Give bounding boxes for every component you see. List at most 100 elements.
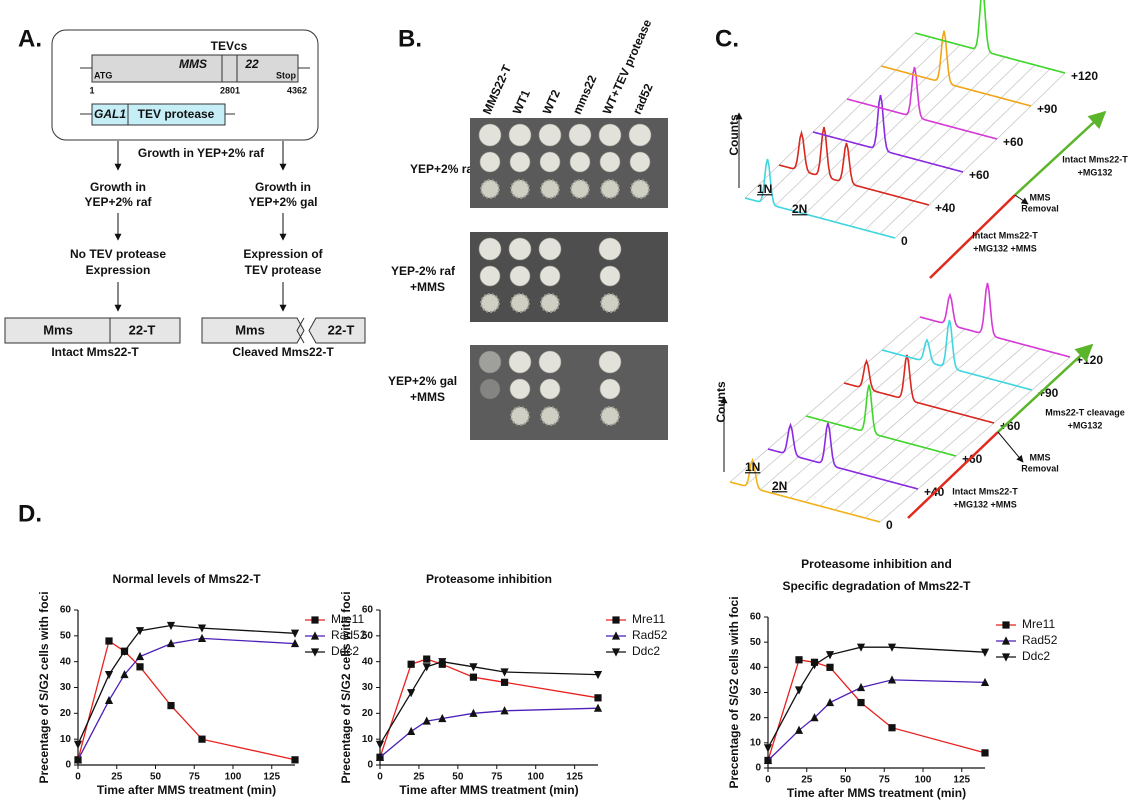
data-point <box>407 689 416 698</box>
data-point <box>407 726 416 736</box>
data-point <box>375 740 385 749</box>
colony-spot <box>538 123 562 147</box>
colony-spot <box>600 293 620 313</box>
x-tick-label: 125 <box>566 772 583 783</box>
data-point <box>198 735 206 743</box>
colony-spot <box>630 179 650 199</box>
grid-line <box>819 340 1011 507</box>
event-label: Removal <box>1021 463 1059 473</box>
waterfall: 0+40+60+60+90+120Counts1N2NMMSRemovalInt… <box>714 282 1125 532</box>
condition-label: YEP+2% gal <box>388 374 457 388</box>
line-chart: Normal levels of Mms22-T 0 10 20 30 40 50 60 0 25… <box>37 572 367 797</box>
data-point <box>794 725 804 734</box>
data-point <box>197 633 207 643</box>
chart-title: Specific degradation of Mms22-T <box>782 579 971 593</box>
data-point <box>593 670 603 680</box>
grid-line <box>759 36 931 203</box>
x-tick-label: 125 <box>953 775 970 786</box>
colony-spot <box>509 151 531 173</box>
y-axis-label: Precentage of S/G2 cells with foci <box>727 596 741 788</box>
y-tick-label: 30 <box>60 682 72 693</box>
colony-spot <box>510 406 530 426</box>
chart-title: Normal levels of Mms22-T <box>112 572 261 586</box>
colony-spot <box>538 237 562 261</box>
y-tick-label: 30 <box>750 687 762 698</box>
start-codon: ATG <box>94 70 112 80</box>
colony-spot <box>508 237 532 261</box>
time-label: +40 <box>935 201 956 215</box>
condition-label: +MG132 <box>1078 167 1113 177</box>
x-tick-label: 125 <box>263 772 280 783</box>
histogram-trace <box>744 158 896 239</box>
y-tick-label: 10 <box>362 734 374 745</box>
axis-label: Counts <box>714 381 728 423</box>
protein-box <box>308 317 366 344</box>
step-label: TEV protease <box>245 263 322 277</box>
colony-spot <box>479 151 501 173</box>
colony-spot <box>598 123 622 147</box>
condition-label: Mms22-T cleavage <box>1045 407 1125 417</box>
condition-label: YEP-2% raf <box>391 264 456 278</box>
step-label: Growth in <box>255 180 311 194</box>
construct-box <box>51 29 319 141</box>
colony-spot <box>599 378 621 400</box>
colony-spot <box>540 406 560 426</box>
panel-c: C. 0+40+60+60+90+120Counts1N2NMMSRemoval… <box>714 0 1128 532</box>
data-point <box>887 643 897 652</box>
data-point <box>290 629 300 638</box>
colony-spot <box>569 151 591 173</box>
condition-label: +MMS <box>410 390 445 404</box>
y-tick-label: 20 <box>60 708 72 719</box>
y-tick-label: 10 <box>60 734 72 745</box>
colony-spot <box>568 123 592 147</box>
axis-label: Counts <box>727 114 741 156</box>
colony-spot <box>570 179 590 199</box>
series-line <box>767 679 986 761</box>
colony-spot <box>479 265 501 287</box>
colony-spot <box>598 350 622 374</box>
x-tick-label: 50 <box>452 772 464 783</box>
legend-label: Mre11 <box>331 612 364 626</box>
caption: Cleaved Mms22-T <box>232 345 334 359</box>
x-axis-label: Time after MMS treatment (min) <box>787 786 966 800</box>
data-point <box>73 740 83 749</box>
grid-line <box>729 316 921 483</box>
x-tick-label: 25 <box>111 772 123 783</box>
data-point <box>500 706 509 715</box>
data-point <box>166 621 176 631</box>
grid-line <box>849 348 1041 515</box>
legend-marker <box>1001 636 1011 645</box>
panel-b: B. YEP+2% raf YEP-2% raf +MMS YEP+2% gal… <box>388 17 668 440</box>
line-chart: Proteasome inhibition 0 10 20 30 40 50 60 0 25 50 7… <box>339 572 668 797</box>
data-point <box>291 756 299 764</box>
legend-label: Mre11 <box>632 612 665 626</box>
legend-label: Mre11 <box>1022 617 1055 631</box>
legend-marker <box>611 631 621 640</box>
strain-label: WT2 <box>540 87 563 116</box>
grid-line <box>744 320 936 487</box>
data-point <box>135 627 145 636</box>
protein-box <box>201 317 305 344</box>
colony-spot <box>539 378 561 400</box>
y-tick-label: 10 <box>750 737 762 748</box>
condition-label: Intact Mms22-T <box>952 486 1018 496</box>
colony-spot <box>539 151 561 173</box>
grid-line <box>849 60 1021 227</box>
time-label: +60 <box>1000 419 1021 433</box>
data-point <box>469 663 478 672</box>
colony-spot <box>480 179 500 199</box>
ploidy-label: 2N <box>772 479 787 493</box>
x-tick-label: 0 <box>765 775 771 786</box>
panel-label: B. <box>398 25 422 52</box>
data-point <box>763 744 773 753</box>
grid-line <box>879 356 1071 523</box>
data-point <box>422 716 431 725</box>
colony-spot <box>600 179 620 199</box>
event-pointer <box>997 431 1024 463</box>
ploidy-label: 2N <box>792 202 807 216</box>
data-point <box>469 673 478 681</box>
y-tick-label: 40 <box>750 662 762 673</box>
x-tick-label: 50 <box>840 775 852 786</box>
grid-line <box>879 68 1051 235</box>
data-point <box>980 648 990 657</box>
